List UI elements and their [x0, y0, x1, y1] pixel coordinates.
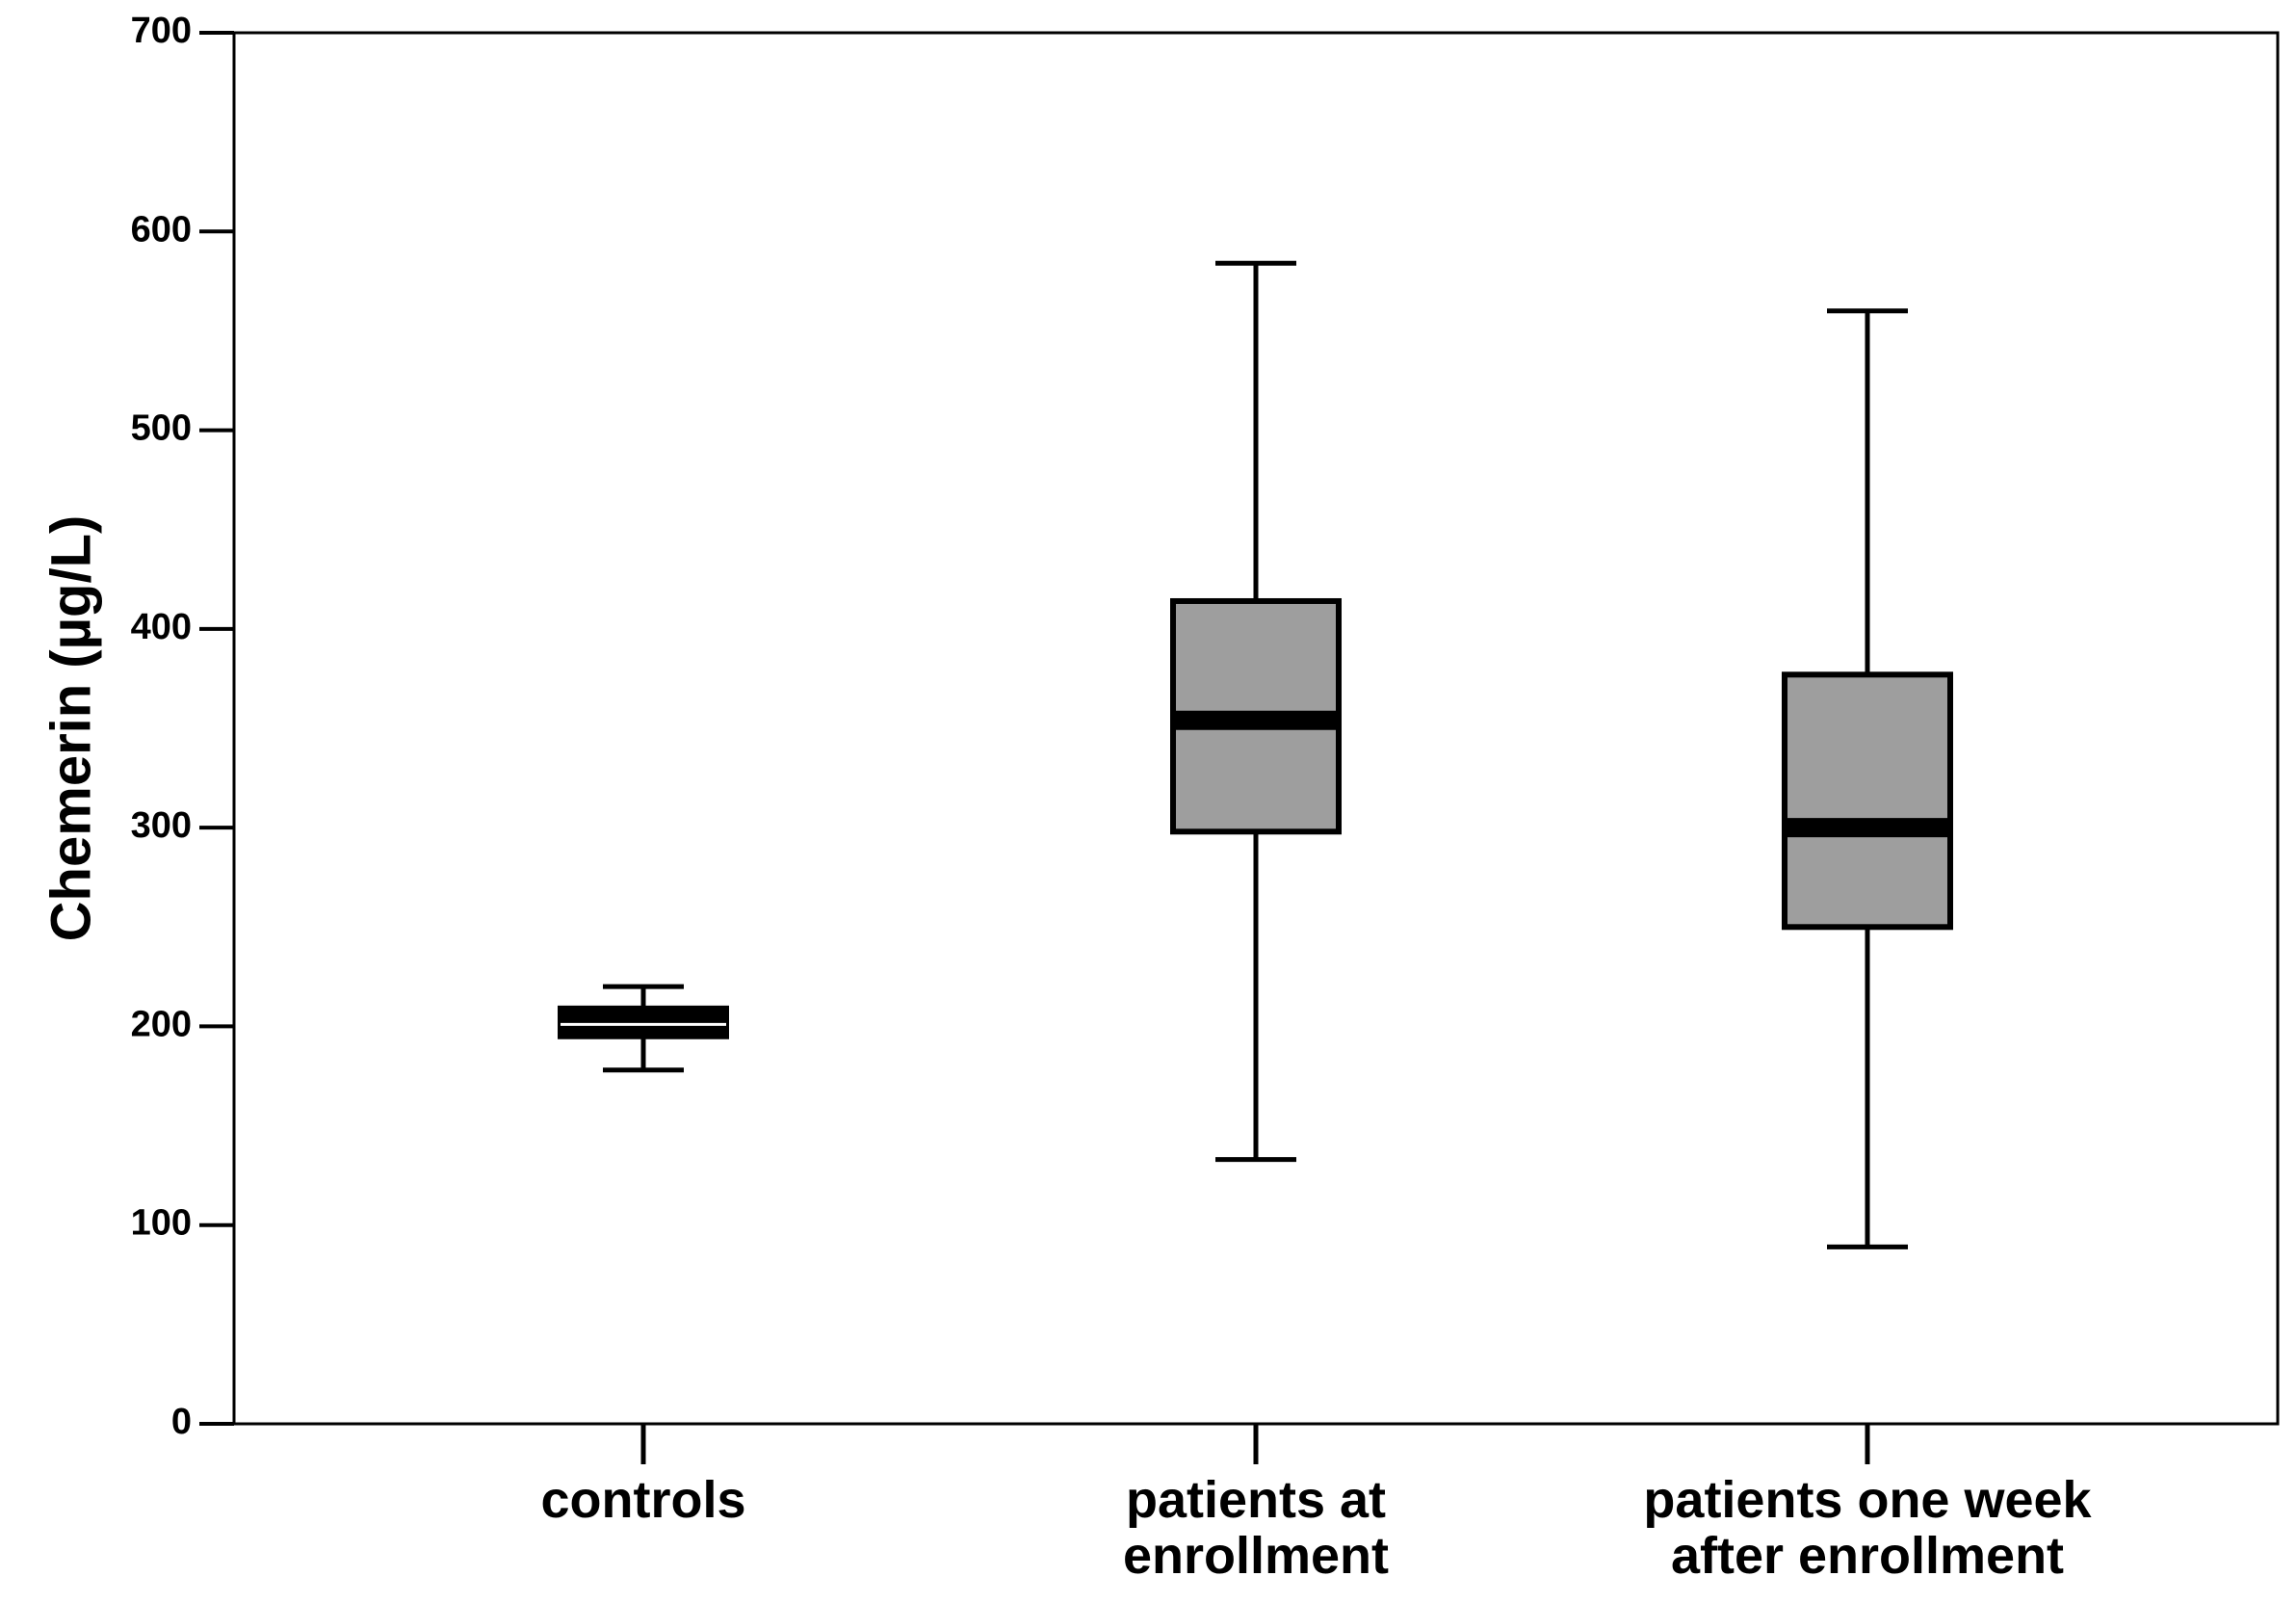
iqr-box: [558, 1005, 729, 1039]
box-group: [1170, 260, 1342, 1163]
y-tick-label: 300: [131, 805, 192, 846]
x-tick-label-line: after enrollment: [1671, 1527, 2064, 1585]
y-tick-label: 200: [131, 1004, 192, 1044]
y-tick-label: 600: [131, 209, 192, 250]
x-tick-label-line: enrollment: [1123, 1527, 1389, 1585]
box-group: [558, 984, 729, 1073]
x-tick-label: controls: [540, 1471, 745, 1529]
x-axis: controls patients at enrollment patients on…: [540, 1424, 2093, 1585]
x-tick-label: patients at enrollment: [1123, 1471, 1389, 1585]
y-axis-title: Chemerin (µg/L): [39, 515, 102, 942]
iqr-box: [1782, 671, 1953, 931]
y-tick-label: 700: [131, 11, 192, 51]
x-tick-label-line: controls: [540, 1471, 745, 1529]
x-tick-label: patients one week after enrollment: [1643, 1471, 2092, 1585]
box-group: [1782, 308, 1953, 1249]
y-tick-label: 400: [131, 607, 192, 647]
y-tick-label: 100: [131, 1203, 192, 1244]
y-tick-label: 500: [131, 408, 192, 449]
y-axis: 0 100 200 300 400 500 600 700: [131, 11, 234, 1442]
x-tick-label-line: patients at: [1126, 1471, 1386, 1529]
x-tick-label-line: patients one week: [1643, 1471, 2092, 1529]
y-tick-label: 0: [171, 1402, 192, 1442]
box-series: [558, 260, 1953, 1249]
